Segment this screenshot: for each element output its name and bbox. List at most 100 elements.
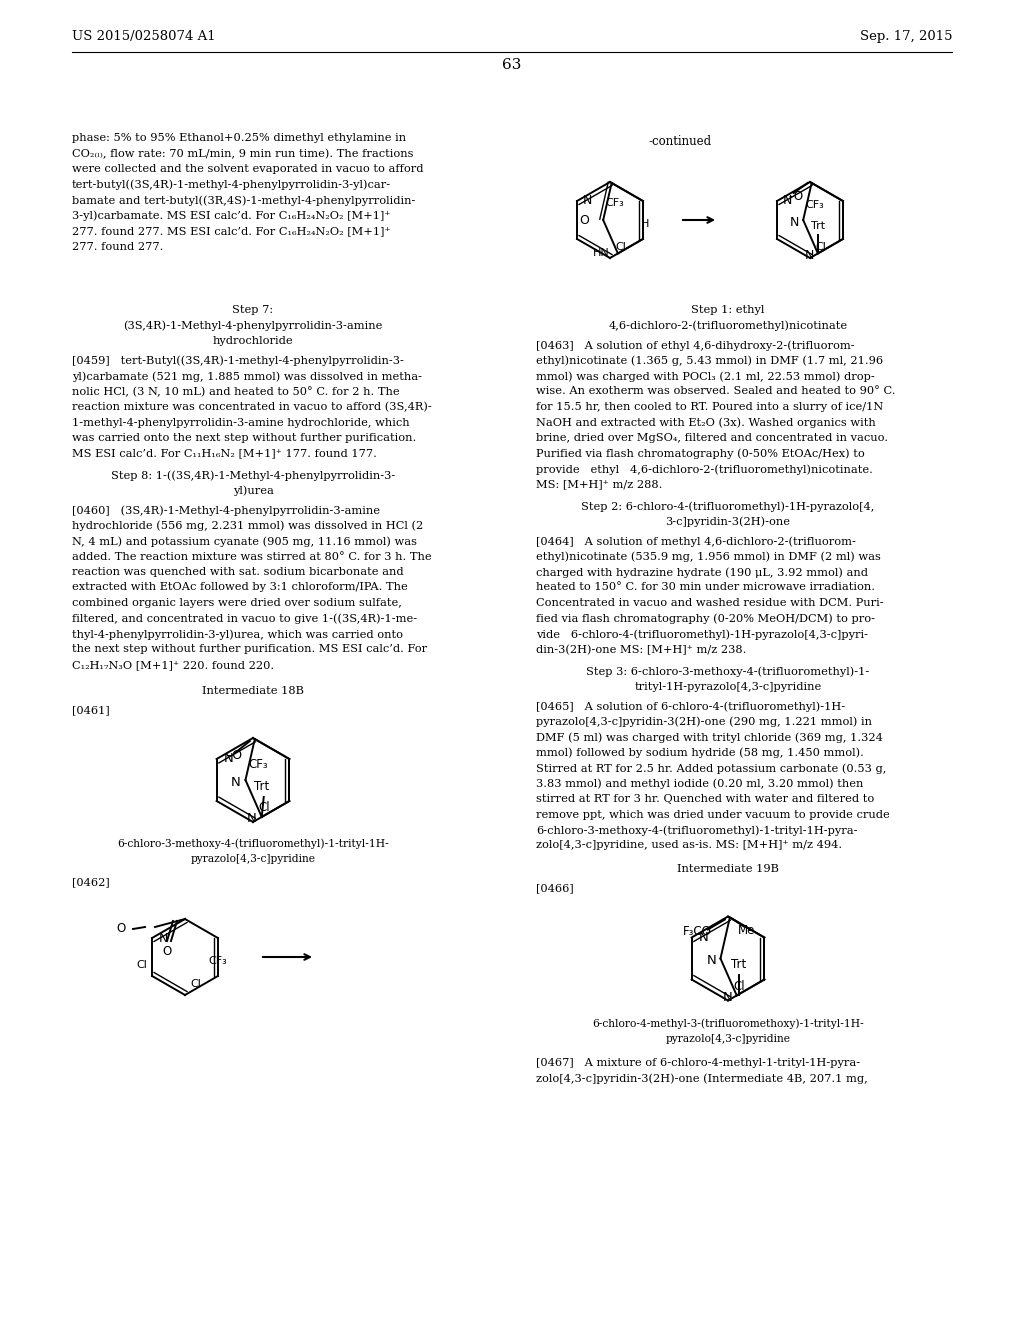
- Text: reaction mixture was concentrated in vacuo to afford (3S,4R)-: reaction mixture was concentrated in vac…: [72, 403, 432, 412]
- Text: stirred at RT for 3 hr. Quenched with water and filtered to: stirred at RT for 3 hr. Quenched with wa…: [536, 795, 874, 804]
- Text: reaction was quenched with sat. sodium bicarbonate and: reaction was quenched with sat. sodium b…: [72, 568, 403, 577]
- Text: 1-methyl-4-phenylpyrrolidin-3-amine hydrochloride, which: 1-methyl-4-phenylpyrrolidin-3-amine hydr…: [72, 417, 410, 428]
- Text: thyl-4-phenylpyrrolidin-3-yl)urea, which was carried onto: thyl-4-phenylpyrrolidin-3-yl)urea, which…: [72, 630, 403, 640]
- Text: Cl: Cl: [190, 979, 201, 989]
- Text: Cl: Cl: [615, 242, 626, 252]
- Text: 63: 63: [503, 58, 521, 73]
- Text: trityl-1H-pyrazolo[4,3-c]pyridine: trityl-1H-pyrazolo[4,3-c]pyridine: [635, 681, 821, 692]
- Text: [0462]: [0462]: [72, 876, 110, 887]
- Text: pyrazolo[4,3-c]pyridine: pyrazolo[4,3-c]pyridine: [190, 854, 315, 863]
- Text: was carried onto the next step without further purification.: was carried onto the next step without f…: [72, 433, 416, 444]
- Text: Me: Me: [738, 924, 756, 937]
- Text: 277. found 277.: 277. found 277.: [72, 242, 164, 252]
- Text: extracted with EtOAc followed by 3:1 chloroform/IPA. The: extracted with EtOAc followed by 3:1 chl…: [72, 582, 408, 593]
- Text: Cl: Cl: [733, 979, 744, 993]
- Text: Cl: Cl: [815, 242, 826, 252]
- Text: [0465]   A solution of 6-chloro-4-(trifluoromethyl)-1H-: [0465] A solution of 6-chloro-4-(trifluo…: [536, 701, 845, 711]
- Text: O: O: [163, 945, 172, 958]
- Text: pyrazolo[4,3-c]pyridin-3(2H)-one (290 mg, 1.221 mmol) in: pyrazolo[4,3-c]pyridin-3(2H)-one (290 mg…: [536, 717, 872, 727]
- Text: fied via flash chromatography (0-20% MeOH/DCM) to pro-: fied via flash chromatography (0-20% MeO…: [536, 614, 874, 624]
- Text: provide   ethyl   4,6-dichloro-2-(trifluoromethyl)nicotinate.: provide ethyl 4,6-dichloro-2-(trifluorom…: [536, 465, 872, 475]
- Text: MS: [M+H]⁺ m/z 288.: MS: [M+H]⁺ m/z 288.: [536, 479, 663, 490]
- Text: MS ESI calc’d. For C₁₁H₁₆N₂ [M+1]⁺ 177. found 177.: MS ESI calc’d. For C₁₁H₁₆N₂ [M+1]⁺ 177. …: [72, 449, 377, 458]
- Text: NaOH and extracted with Et₂O (3x). Washed organics with: NaOH and extracted with Et₂O (3x). Washe…: [536, 417, 876, 428]
- Text: 3-c]pyridin-3(2H)-one: 3-c]pyridin-3(2H)-one: [666, 516, 791, 527]
- Text: hydrochloride (556 mg, 2.231 mmol) was dissolved in HCl (2: hydrochloride (556 mg, 2.231 mmol) was d…: [72, 520, 423, 531]
- Text: vide   6-chloro-4-(trifluoromethyl)-1H-pyrazolo[4,3-c]pyri-: vide 6-chloro-4-(trifluoromethyl)-1H-pyr…: [536, 630, 868, 640]
- Text: N: N: [805, 249, 814, 261]
- Text: CF₃: CF₃: [806, 201, 824, 210]
- Text: -continued: -continued: [648, 135, 712, 148]
- Text: brine, dried over MgSO₄, filtered and concentrated in vacuo.: brine, dried over MgSO₄, filtered and co…: [536, 433, 888, 444]
- Text: CO₂₍ₗ₎, flow rate: 70 mL/min, 9 min run time). The fractions: CO₂₍ₗ₎, flow rate: 70 mL/min, 9 min run …: [72, 149, 414, 158]
- Text: HN: HN: [593, 248, 610, 259]
- Text: DMF (5 ml) was charged with trityl chloride (369 mg, 1.324: DMF (5 ml) was charged with trityl chlor…: [536, 733, 883, 743]
- Text: tert-butyl((3S,4R)-1-methyl-4-phenylpyrrolidin-3-yl)car-: tert-butyl((3S,4R)-1-methyl-4-phenylpyrr…: [72, 180, 391, 190]
- Text: heated to 150° C. for 30 min under microwave irradiation.: heated to 150° C. for 30 min under micro…: [536, 582, 874, 593]
- Text: phase: 5% to 95% Ethanol+0.25% dimethyl ethylamine in: phase: 5% to 95% Ethanol+0.25% dimethyl …: [72, 133, 407, 143]
- Text: N: N: [783, 194, 793, 207]
- Text: hydrochloride: hydrochloride: [213, 337, 293, 346]
- Text: zolo[4,3-c]pyridin-3(2H)-one (Intermediate 4B, 207.1 mg,: zolo[4,3-c]pyridin-3(2H)-one (Intermedia…: [536, 1073, 867, 1084]
- Text: N: N: [583, 194, 593, 207]
- Text: N, 4 mL) and potassium cyanate (905 mg, 11.16 mmol) was: N, 4 mL) and potassium cyanate (905 mg, …: [72, 536, 417, 546]
- Text: N: N: [790, 215, 799, 228]
- Text: C₁₂H₁₇N₃O [M+1]⁺ 220. found 220.: C₁₂H₁₇N₃O [M+1]⁺ 220. found 220.: [72, 660, 274, 671]
- Text: Trt: Trt: [811, 222, 825, 231]
- Text: Concentrated in vacuo and washed residue with DCM. Puri-: Concentrated in vacuo and washed residue…: [536, 598, 884, 609]
- Text: 4,6-dichloro-2-(trifluoromethyl)nicotinate: 4,6-dichloro-2-(trifluoromethyl)nicotina…: [608, 321, 848, 331]
- Text: 277. found 277. MS ESI calc’d. For C₁₆H₂₄N₂O₂ [M+1]⁺: 277. found 277. MS ESI calc’d. For C₁₆H₂…: [72, 226, 390, 236]
- Text: –O: –O: [226, 748, 243, 762]
- Text: Step 8: 1-((3S,4R)-1-Methyl-4-phenylpyrrolidin-3-: Step 8: 1-((3S,4R)-1-Methyl-4-phenylpyrr…: [111, 470, 395, 480]
- Text: yl)urea: yl)urea: [232, 486, 273, 496]
- Text: nolic HCl, (3 N, 10 mL) and heated to 50° C. for 2 h. The: nolic HCl, (3 N, 10 mL) and heated to 50…: [72, 387, 399, 397]
- Text: Step 7:: Step 7:: [232, 305, 273, 315]
- Text: remove ppt, which was dried under vacuum to provide crude: remove ppt, which was dried under vacuum…: [536, 809, 890, 820]
- Text: 6-chloro-3-methoxy-4-(trifluoromethyl)-1-trityl-1H-pyra-: 6-chloro-3-methoxy-4-(trifluoromethyl)-1…: [536, 825, 857, 836]
- Text: 3-yl)carbamate. MS ESI calc’d. For C₁₆H₂₄N₂O₂ [M+1]⁺: 3-yl)carbamate. MS ESI calc’d. For C₁₆H₂…: [72, 210, 390, 220]
- Text: Purified via flash chromatography (0-50% EtOAc/Hex) to: Purified via flash chromatography (0-50%…: [536, 449, 864, 459]
- Text: ethyl)nicotinate (1.365 g, 5.43 mmol) in DMF (1.7 ml, 21.96: ethyl)nicotinate (1.365 g, 5.43 mmol) in…: [536, 355, 883, 366]
- Text: bamate and tert-butyl((3R,4S)-1-methyl-4-phenylpyrrolidin-: bamate and tert-butyl((3R,4S)-1-methyl-4…: [72, 195, 416, 206]
- Text: [0460]   (3S,4R)-1-Methyl-4-phenylpyrrolidin-3-amine: [0460] (3S,4R)-1-Methyl-4-phenylpyrrolid…: [72, 506, 380, 516]
- Text: zolo[4,3-c]pyridine, used as-is. MS: [M+H]⁺ m/z 494.: zolo[4,3-c]pyridine, used as-is. MS: [M+…: [536, 841, 842, 850]
- Text: N: N: [707, 954, 717, 968]
- Text: Trt: Trt: [731, 958, 746, 972]
- Text: N: N: [223, 752, 233, 766]
- Text: N: N: [247, 813, 257, 825]
- Text: Trt: Trt: [254, 780, 269, 793]
- Text: the next step without further purification. MS ESI calc’d. For: the next step without further purificati…: [72, 644, 427, 655]
- Text: [0463]   A solution of ethyl 4,6-dihydroxy-2-(trifluorom-: [0463] A solution of ethyl 4,6-dihydroxy…: [536, 341, 855, 351]
- Text: charged with hydrazine hydrate (190 μL, 3.92 mmol) and: charged with hydrazine hydrate (190 μL, …: [536, 568, 868, 578]
- Text: [0466]: [0466]: [536, 883, 573, 894]
- Text: for 15.5 hr, then cooled to RT. Poured into a slurry of ice/1N: for 15.5 hr, then cooled to RT. Poured i…: [536, 403, 884, 412]
- Text: (3S,4R)-1-Methyl-4-phenylpyrrolidin-3-amine: (3S,4R)-1-Methyl-4-phenylpyrrolidin-3-am…: [123, 321, 383, 331]
- Text: added. The reaction mixture was stirred at 80° C. for 3 h. The: added. The reaction mixture was stirred …: [72, 552, 432, 561]
- Text: O: O: [580, 214, 589, 227]
- Text: 3.83 mmol) and methyl iodide (0.20 ml, 3.20 mmol) then: 3.83 mmol) and methyl iodide (0.20 ml, 3…: [536, 779, 863, 789]
- Text: din-3(2H)-one MS: [M+H]⁺ m/z 238.: din-3(2H)-one MS: [M+H]⁺ m/z 238.: [536, 644, 746, 655]
- Text: were collected and the solvent evaporated in vacuo to afford: were collected and the solvent evaporate…: [72, 164, 424, 174]
- Text: CF₃: CF₃: [209, 956, 227, 966]
- Text: 6-chloro-4-methyl-3-(trifluoromethoxy)-1-trityl-1H-: 6-chloro-4-methyl-3-(trifluoromethoxy)-1…: [592, 1019, 864, 1030]
- Text: mmol) was charged with POCl₃ (2.1 ml, 22.53 mmol) drop-: mmol) was charged with POCl₃ (2.1 ml, 22…: [536, 371, 874, 381]
- Text: N: N: [723, 991, 733, 1005]
- Text: US 2015/0258074 A1: US 2015/0258074 A1: [72, 30, 216, 44]
- Text: N: N: [159, 932, 169, 945]
- Text: ethyl)nicotinate (535.9 mg, 1.956 mmol) in DMF (2 ml) was: ethyl)nicotinate (535.9 mg, 1.956 mmol) …: [536, 552, 881, 562]
- Text: Intermediate 18B: Intermediate 18B: [202, 685, 304, 696]
- Text: wise. An exotherm was observed. Sealed and heated to 90° C.: wise. An exotherm was observed. Sealed a…: [536, 387, 896, 396]
- Text: combined organic layers were dried over sodium sulfate,: combined organic layers were dried over …: [72, 598, 401, 609]
- Text: [0461]: [0461]: [72, 705, 110, 715]
- Text: [0459]   tert-Butyl((3S,4R)-1-methyl-4-phenylpyrrolidin-3-: [0459] tert-Butyl((3S,4R)-1-methyl-4-phe…: [72, 355, 403, 366]
- Text: H: H: [641, 219, 649, 228]
- Text: Step 3: 6-chloro-3-methoxy-4-(trifluoromethyl)-1-: Step 3: 6-chloro-3-methoxy-4-(trifluorom…: [587, 667, 869, 677]
- Text: CF₃: CF₃: [248, 758, 268, 771]
- Text: Stirred at RT for 2.5 hr. Added potassium carbonate (0.53 g,: Stirred at RT for 2.5 hr. Added potassiu…: [536, 763, 887, 774]
- Text: N: N: [698, 931, 709, 944]
- Text: pyrazolo[4,3-c]pyridine: pyrazolo[4,3-c]pyridine: [666, 1034, 791, 1044]
- Text: mmol) followed by sodium hydride (58 mg, 1.450 mmol).: mmol) followed by sodium hydride (58 mg,…: [536, 747, 864, 758]
- Text: [0464]   A solution of methyl 4,6-dichloro-2-(trifluorom-: [0464] A solution of methyl 4,6-dichloro…: [536, 536, 856, 546]
- Text: [0467]   A mixture of 6-chloro-4-methyl-1-trityl-1H-pyra-: [0467] A mixture of 6-chloro-4-methyl-1-…: [536, 1057, 860, 1068]
- Text: Intermediate 19B: Intermediate 19B: [677, 865, 779, 874]
